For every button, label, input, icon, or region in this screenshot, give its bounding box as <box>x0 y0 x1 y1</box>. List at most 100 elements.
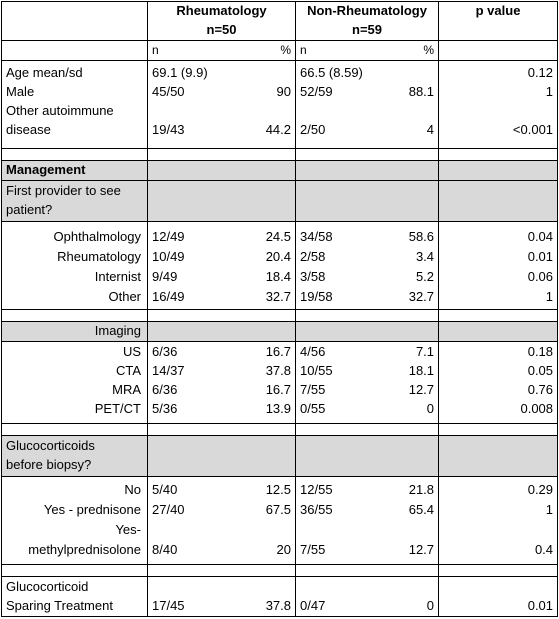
cell: 5/40 <box>152 482 178 497</box>
imaging-block: US CTA MRA PET/CT 6/36 14/37 6/36 5/36 1… <box>1 341 559 424</box>
cell: 0.06 <box>527 269 554 284</box>
cell: 2/50 <box>300 122 326 137</box>
cell: 6/36 <box>152 382 178 397</box>
cell: 12.7 <box>408 382 435 397</box>
cell: 4 <box>426 122 435 137</box>
first-provider-line1: First provider to see <box>6 183 121 198</box>
cell: 0.04 <box>527 229 554 244</box>
cell: 3.4 <box>415 249 435 264</box>
imaging-row: Imaging <box>1 321 559 342</box>
providers-nonrheum-pct: 58.6 3.4 5.2 32.7 <box>369 221 440 310</box>
label-us: US <box>122 344 141 359</box>
pvalue-title: p value <box>475 3 521 18</box>
cell: 45/50 <box>152 84 185 99</box>
sparing-rheum-pct: 37.8 <box>221 576 297 617</box>
cell: 7/55 <box>300 542 326 557</box>
management-row: Management <box>1 160 559 181</box>
cell: 19/43 <box>152 122 185 137</box>
cell: 0.01 <box>527 249 554 264</box>
cell: 65.4 <box>408 502 435 517</box>
label-male: Male <box>6 84 35 99</box>
sparing-nonrheum-n: 0/47 <box>295 576 370 617</box>
cell: 90 <box>276 84 292 99</box>
cell: 21.8 <box>408 482 435 497</box>
gluco-header: Glucocorticoids before biopsy? <box>1 435 148 477</box>
label-rheumatology: Rheumatology <box>57 249 141 264</box>
cell: 32.7 <box>265 289 292 304</box>
spacer-row <box>1 423 559 436</box>
cell <box>374 64 435 83</box>
spacer-row <box>1 564 559 577</box>
imaging-rheum-n: 6/36 14/37 6/36 5/36 <box>147 341 222 424</box>
cell <box>443 521 553 541</box>
rheum-header: Rheumatology n=50 <box>146 1 297 41</box>
demographics-rheum-pct: 90 44.2 <box>221 60 297 149</box>
imaging-labels: US CTA MRA PET/CT <box>1 341 148 424</box>
cell: 0/55 <box>300 401 326 416</box>
providers-p: 0.04 0.01 0.06 1 <box>438 221 559 310</box>
cell <box>374 102 435 121</box>
cell <box>226 64 292 83</box>
cell: 27/40 <box>152 502 185 517</box>
pvalue-header: p value <box>438 1 559 41</box>
label-age: Age mean/sd <box>6 65 83 80</box>
label-no: No <box>124 482 141 497</box>
cell: 16/49 <box>152 289 185 304</box>
demographics-nonrheum-pct: 88.1 4 <box>369 60 440 149</box>
providers-rheum-pct: 24.5 20.4 18.4 32.7 <box>221 221 297 310</box>
cell: 67.5 <box>265 502 292 517</box>
subheader-blank <box>1 40 148 61</box>
gluco-nonrheum-pct: 21.8 65.4 12.7 <box>369 476 440 565</box>
cell: 0.12 <box>527 65 554 80</box>
sparing-row: Glucocorticoid Sparing Treatment 17/45 3… <box>1 576 559 617</box>
cell: 19/58 <box>300 289 333 304</box>
label-other: Other <box>108 289 141 304</box>
cell: 17/45 <box>152 598 185 613</box>
cell: 8/40 <box>152 542 178 557</box>
label-methyl-2: methylprednisolone <box>28 542 141 557</box>
cell: 88.1 <box>408 84 435 99</box>
sparing-p: 0.01 <box>438 576 559 617</box>
cell: 16.7 <box>265 382 292 397</box>
cell: 6/36 <box>152 344 178 359</box>
cell: 10/49 <box>152 249 185 264</box>
cell: 0 <box>426 598 435 613</box>
label-cta: CTA <box>115 363 141 378</box>
label-mra: MRA <box>112 382 141 397</box>
cell: 12/49 <box>152 229 185 244</box>
gluco-header-line2: before biopsy? <box>6 457 92 472</box>
label-prednisone: Yes - prednisone <box>43 502 141 517</box>
nonrheum-pct-label: % <box>369 40 440 61</box>
cell: 18.4 <box>265 269 292 284</box>
cell <box>152 102 218 121</box>
cell: 37.8 <box>265 598 292 613</box>
first-provider-row: First provider to see patient? <box>1 180 559 222</box>
gluco-block: No Yes - prednisone Yes- methylprednisol… <box>1 476 559 565</box>
cell: <0.001 <box>512 122 554 137</box>
cell <box>226 102 292 121</box>
cell: 12/55 <box>300 482 333 497</box>
spacer-row <box>1 148 559 161</box>
header-row: Rheumatology n=50 Non-Rheumatology n=59 … <box>1 1 559 41</box>
cell: 10/55 <box>300 363 333 378</box>
cell: 44.2 <box>265 122 292 137</box>
rheum-pct-label: % <box>221 40 297 61</box>
cell: 0.4 <box>534 542 554 557</box>
pvalue-subheader-blank <box>438 40 559 61</box>
cell: 1 <box>545 84 554 99</box>
label-petct: PET/CT <box>94 401 141 416</box>
label-methyl-1: Yes- <box>115 522 141 537</box>
gluco-header-line1: Glucocorticoids <box>6 438 95 453</box>
cell: 5.2 <box>415 269 435 284</box>
nonrheum-n-label: n <box>295 40 370 61</box>
cell: 0.01 <box>527 598 554 613</box>
cell: 3/58 <box>300 269 326 284</box>
sparing-label-line2: Sparing Treatment <box>6 598 113 613</box>
gluco-rheum-n: 5/40 27/40 8/40 <box>147 476 222 565</box>
label-ophthalmology: Ophthalmology <box>53 229 141 244</box>
cell: 20.4 <box>265 249 292 264</box>
cell <box>226 521 292 541</box>
cell: 14/37 <box>152 363 185 378</box>
cell: 32.7 <box>408 289 435 304</box>
